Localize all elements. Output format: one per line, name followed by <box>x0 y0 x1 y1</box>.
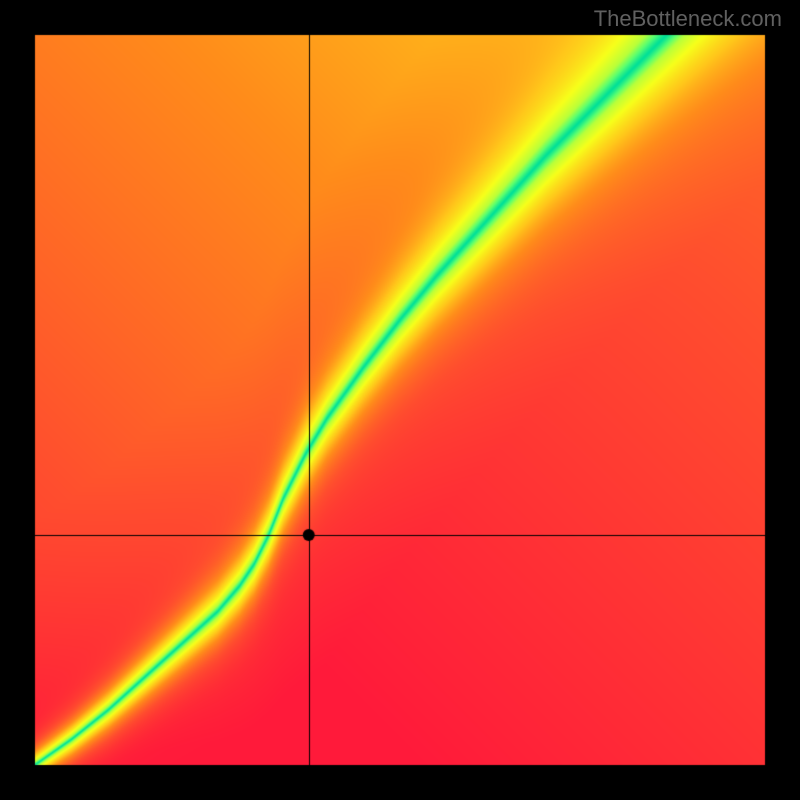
chart-frame: TheBottleneck.com <box>0 0 800 800</box>
bottleneck-heatmap <box>0 0 800 800</box>
watermark-text: TheBottleneck.com <box>594 6 782 32</box>
